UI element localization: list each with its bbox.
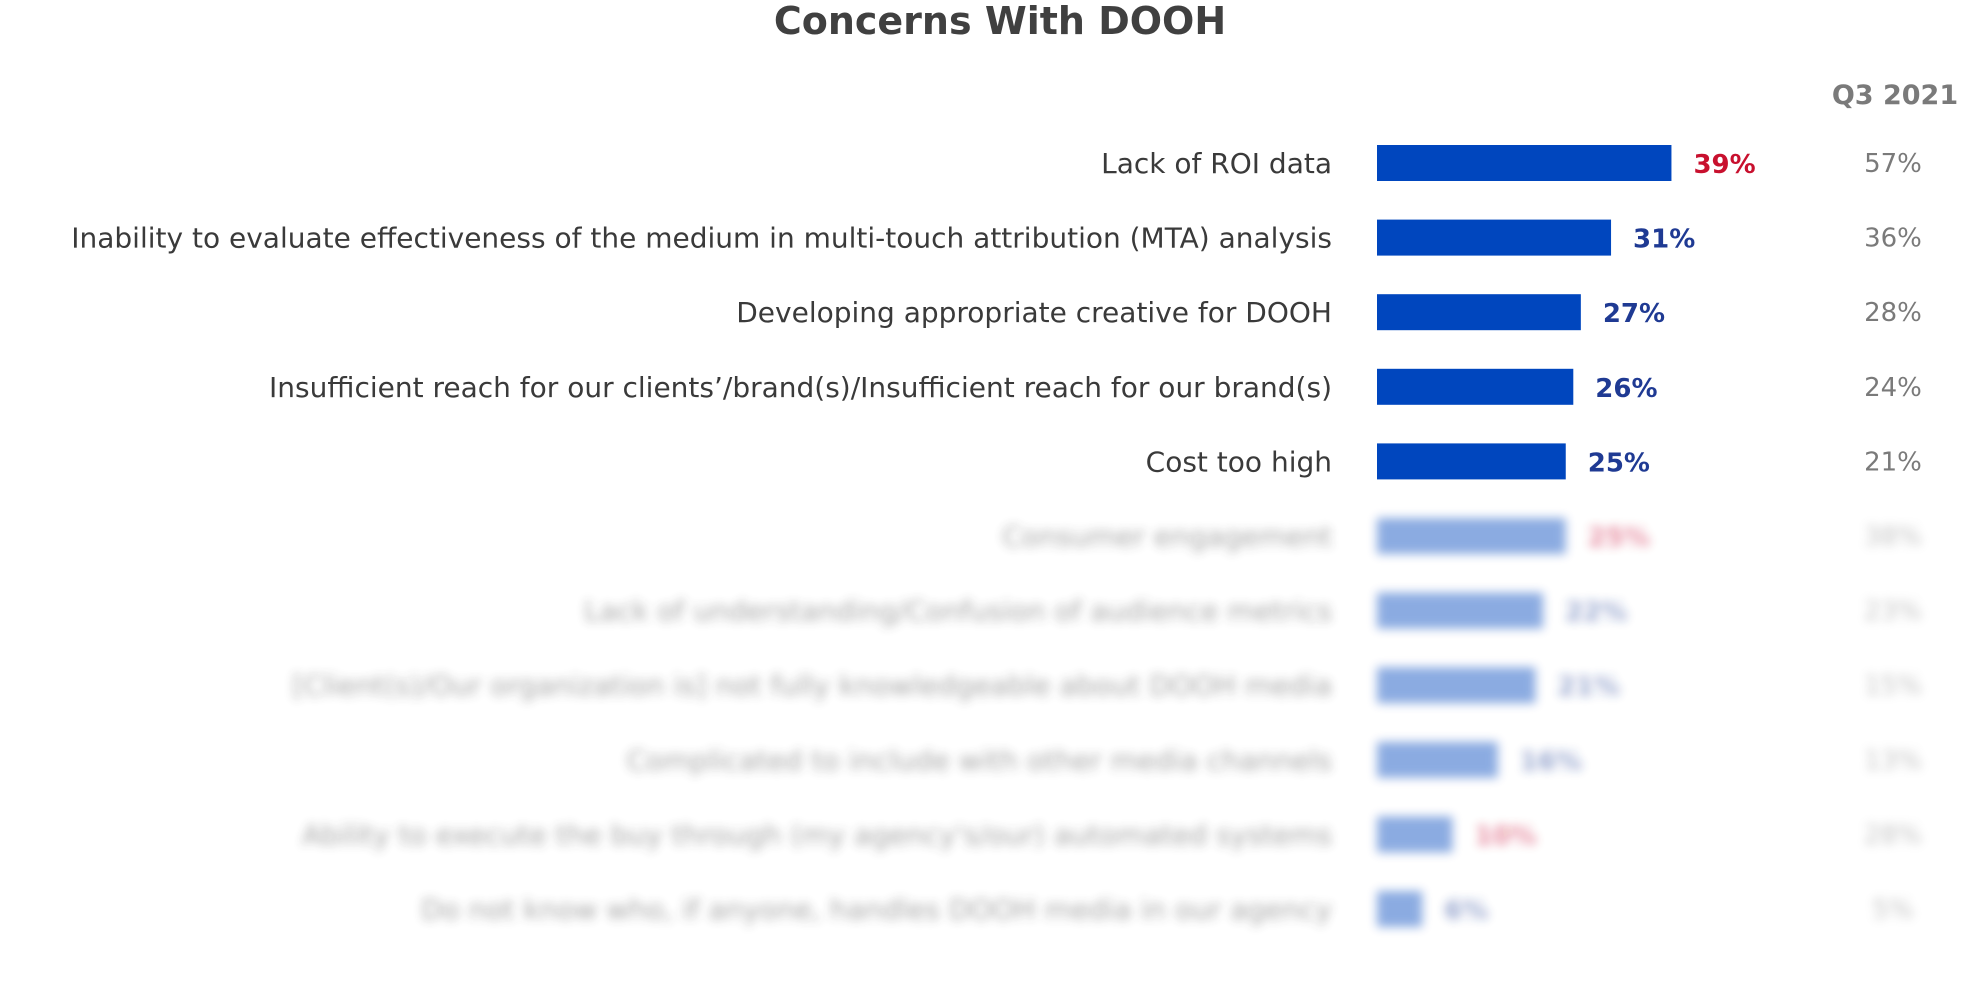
previous-value-label: 36% <box>1864 224 1922 254</box>
bar <box>1377 443 1566 480</box>
bar <box>1377 145 1672 181</box>
previous-value-label: 13% <box>1864 746 1922 776</box>
category-label: Developing appropriate creative for DOOH <box>736 296 1332 329</box>
previous-value-label: 57% <box>1864 149 1922 179</box>
category-label: Lack of ROI data <box>1101 147 1332 180</box>
bar-row: [Client(s)/Our organization is] not full… <box>292 667 1922 704</box>
previous-value-label: 28% <box>1864 820 1922 850</box>
bar <box>1377 592 1544 629</box>
value-label: 10% <box>1475 821 1537 851</box>
bar <box>1377 294 1581 331</box>
category-label: Consumer engagement <box>1002 520 1332 553</box>
previous-value-label: 15% <box>1864 671 1922 701</box>
value-label: 26% <box>1595 374 1657 404</box>
bar-row: Insufficient reach for our clients’/bran… <box>269 368 1922 405</box>
chart-title: Concerns With DOOH <box>774 0 1226 43</box>
value-label: 16% <box>1520 747 1582 777</box>
category-label: Do not know who, if anyone, handles DOOH… <box>421 893 1332 926</box>
bar <box>1377 368 1574 405</box>
bar <box>1377 741 1498 778</box>
category-label: [Client(s)/Our organization is] not full… <box>292 669 1332 702</box>
comparison-column-header: Q3 2021 <box>1832 80 1958 111</box>
previous-value-label: 5% <box>1872 895 1913 925</box>
bar <box>1377 816 1453 853</box>
previous-value-label: 24% <box>1864 373 1922 403</box>
bar-row: Ability to execute the buy through (my a… <box>302 816 1922 853</box>
previous-value-label: 21% <box>1864 447 1922 477</box>
bar <box>1377 219 1612 256</box>
previous-value-label: 38% <box>1864 522 1922 552</box>
value-label: 27% <box>1603 299 1665 329</box>
bar-row: Inability to evaluate effectiveness of t… <box>71 219 1922 256</box>
category-label: Insufficient reach for our clients’/bran… <box>269 371 1332 404</box>
bar-row: Developing appropriate creative for DOOH… <box>736 294 1922 331</box>
category-label: Inability to evaluate effectiveness of t… <box>71 222 1332 255</box>
value-label: 39% <box>1693 150 1755 180</box>
category-label: Cost too high <box>1146 445 1332 478</box>
bar-row: Consumer engagement 25% 38% <box>1002 518 1922 554</box>
value-label: 22% <box>1565 598 1627 628</box>
bar <box>1377 518 1566 554</box>
bar-row: Lack of understanding/Confusion of audie… <box>584 592 1922 629</box>
bar-row: Cost too high 25% 21% <box>1146 443 1922 480</box>
category-label: Lack of understanding/Confusion of audie… <box>584 595 1332 628</box>
previous-value-label: 28% <box>1864 298 1922 328</box>
previous-value-label: 23% <box>1864 597 1922 627</box>
bar-row: Lack of ROI data 39% 57% <box>1101 145 1922 181</box>
value-label: 6% <box>1444 896 1488 926</box>
value-label: 25% <box>1588 448 1650 478</box>
value-label: 31% <box>1633 225 1695 255</box>
value-label: 25% <box>1588 523 1650 553</box>
bar <box>1377 891 1423 927</box>
category-label: Ability to execute the buy through (my a… <box>302 818 1332 851</box>
bar-row: Do not know who, if anyone, handles DOOH… <box>421 891 1914 927</box>
category-label: Complicated to include with other media … <box>627 744 1332 777</box>
chart-rows: Lack of ROI data 39% 57% Inability to evalu… <box>71 145 1922 927</box>
bar <box>1377 667 1536 704</box>
bar-row: Complicated to include with other media … <box>627 741 1922 778</box>
value-label: 21% <box>1558 672 1620 702</box>
